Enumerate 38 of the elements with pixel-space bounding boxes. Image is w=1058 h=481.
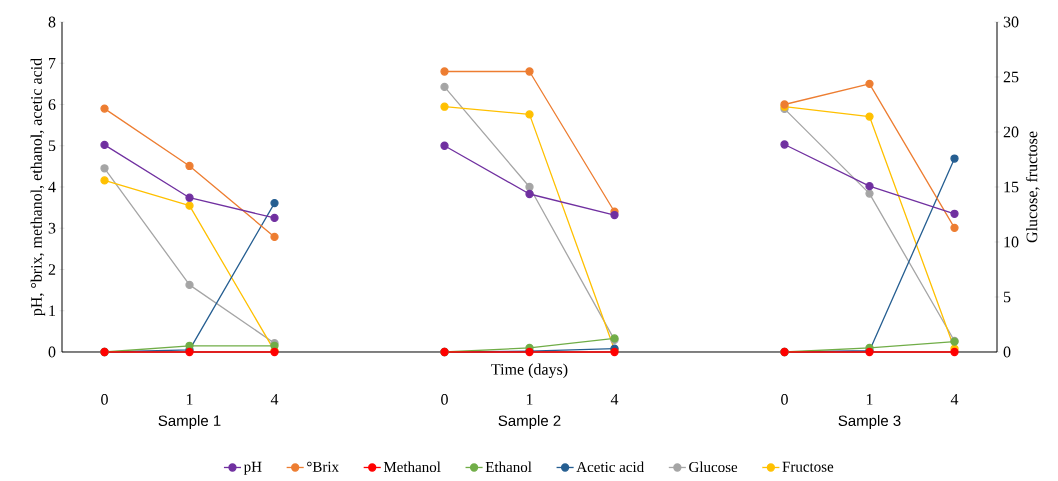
y-tick-label: 4 (48, 181, 56, 193)
x-tick-label: 1 (526, 394, 533, 405)
y2-tick-label: 20 (1003, 126, 1019, 138)
legend-label: Acetic acid (576, 461, 644, 473)
text: Sample 1 (158, 415, 221, 429)
legend-label: °Brix (307, 461, 339, 472)
x-axis-title: Time (days) (491, 363, 568, 379)
x-tick-label: 1 (866, 394, 873, 405)
y-tick-label: 0 (48, 346, 56, 358)
y-tick-label: 8 (48, 16, 56, 28)
y2-tick-label: 0 (1003, 346, 1011, 358)
y-axis-title: pH, °brix, methanol, ethanol, acetic acid (30, 58, 46, 316)
legend-label: Fructose (782, 461, 834, 472)
legend-label: Methanol (383, 461, 441, 473)
y-tick-label: 2 (48, 264, 56, 275)
y2-tick-label: 15 (1004, 181, 1019, 193)
y-tick-label: 6 (48, 99, 56, 110)
x-tick-label: 0 (101, 394, 108, 405)
legend-label: pH (243, 461, 262, 475)
y2-axis-title: Glucose, fructose (1025, 131, 1040, 243)
x-tick-label: 4 (270, 394, 279, 405)
legend-label: Ethanol (485, 461, 532, 473)
legend-label: Glucose (689, 461, 738, 473)
x-tick-label: 4 (950, 394, 959, 405)
x-tick-label: 0 (441, 394, 448, 405)
x-tick-label: 4 (610, 394, 619, 405)
y2-tick-label: 30 (1003, 16, 1019, 28)
y-tick-label: 3 (48, 222, 56, 234)
text: Sample 2 (498, 415, 561, 429)
y-tick-label: 5 (48, 140, 56, 152)
y2-tick-label: 5 (1003, 291, 1011, 303)
y2-tick-label: 25 (1003, 71, 1019, 83)
x-tick-label: 1 (186, 394, 193, 405)
y-tick-label: 1 (49, 305, 56, 317)
y2-tick-label: 10 (1004, 236, 1019, 248)
x-tick-label: 0 (781, 394, 788, 405)
text: Sample 3 (838, 415, 901, 429)
y-tick-label: 7 (49, 58, 56, 69)
